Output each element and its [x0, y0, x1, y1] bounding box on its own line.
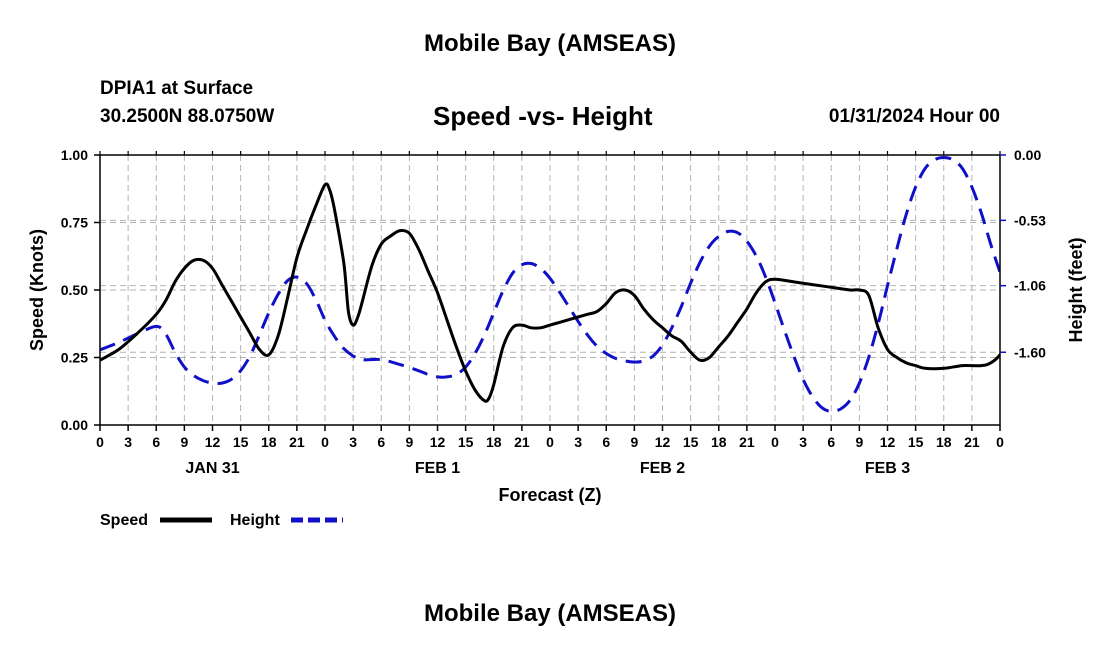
page-title: Mobile Bay (AMSEAS) — [423, 30, 677, 57]
height-series-line — [100, 155, 1000, 413]
station-name: DPIA1 at Surface — [100, 78, 254, 99]
speed-series-line — [100, 182, 1000, 403]
x-tick-label: 3 — [799, 434, 807, 450]
x-tick-label: 12 — [205, 434, 221, 450]
x-tick-label: 6 — [377, 434, 385, 450]
x-tick-label: 21 — [514, 434, 530, 450]
legend-height-label: Height — [230, 512, 280, 529]
right-axis-title: Height (feet) — [1066, 238, 1086, 343]
y-left-tick-label: 0.50 — [61, 282, 88, 298]
x-tick-label: 9 — [630, 434, 638, 450]
x-tick-label: 0 — [771, 434, 779, 450]
x-tick-label: 18 — [711, 434, 727, 450]
x-tick-label: 9 — [855, 434, 863, 450]
x-tick-label: 18 — [261, 434, 277, 450]
x-axis-title: Forecast (Z) — [498, 485, 601, 505]
y-left-tick-label: 0.75 — [61, 215, 88, 231]
x-tick-label: 9 — [180, 434, 188, 450]
day-label: FEB 3 — [865, 460, 910, 477]
x-tick-label: 3 — [349, 434, 357, 450]
chart-subtitle: Speed -vs- Height — [433, 101, 653, 131]
x-tick-label: 6 — [827, 434, 835, 450]
y-right-tick-label: -0.53 — [1014, 212, 1046, 228]
day-label: JAN 31 — [185, 460, 239, 477]
page-title-repeat: Mobile Bay (AMSEAS) — [423, 600, 677, 627]
x-tick-label: 21 — [739, 434, 755, 450]
legend-speed-label: Speed — [100, 512, 148, 529]
x-tick-label: 0 — [996, 434, 1004, 450]
x-tick-label: 0 — [96, 434, 104, 450]
forecast-datetime: 01/31/2024 Hour 00 — [828, 106, 1000, 127]
y-right-tick-label: -1.06 — [1014, 278, 1046, 294]
x-tick-label: 18 — [936, 434, 952, 450]
x-tick-label: 12 — [655, 434, 671, 450]
x-tick-label: 6 — [602, 434, 610, 450]
y-left-tick-label: 0.00 — [61, 417, 88, 433]
y-left-tick-label: 1.00 — [61, 147, 88, 163]
x-tick-label: 21 — [289, 434, 305, 450]
station-coordinates: 30.2500N 88.0750W — [100, 106, 275, 127]
x-tick-label: 12 — [430, 434, 446, 450]
x-tick-label: 0 — [546, 434, 554, 450]
day-label: FEB 1 — [415, 460, 460, 477]
axes: 0 3 6 9 12 15 18 21 0 3 6 9 12 15 18 21 0 3 6 9 12 15 18 21 0 3 6 9… — [61, 147, 1046, 477]
y-right-tick-label: 0.00 — [1014, 147, 1041, 163]
x-tick-label: 15 — [683, 434, 699, 450]
x-tick-label: 15 — [908, 434, 924, 450]
x-tick-label: 18 — [486, 434, 502, 450]
legend: Speed Height — [100, 512, 343, 529]
series — [100, 155, 1000, 413]
y-left-tick-label: 0.25 — [61, 350, 88, 366]
x-tick-label: 3 — [124, 434, 132, 450]
x-tick-label: 0 — [321, 434, 329, 450]
x-tick-label: 15 — [233, 434, 249, 450]
x-tick-label: 21 — [964, 434, 980, 450]
x-tick-label: 9 — [405, 434, 413, 450]
x-tick-label: 3 — [574, 434, 582, 450]
day-label: FEB 2 — [640, 460, 685, 477]
x-tick-label: 12 — [880, 434, 896, 450]
left-axis-title: Speed (Knots) — [27, 229, 47, 351]
y-right-tick-label: -1.60 — [1014, 344, 1046, 360]
x-tick-label: 15 — [458, 434, 474, 450]
x-tick-label: 6 — [152, 434, 160, 450]
